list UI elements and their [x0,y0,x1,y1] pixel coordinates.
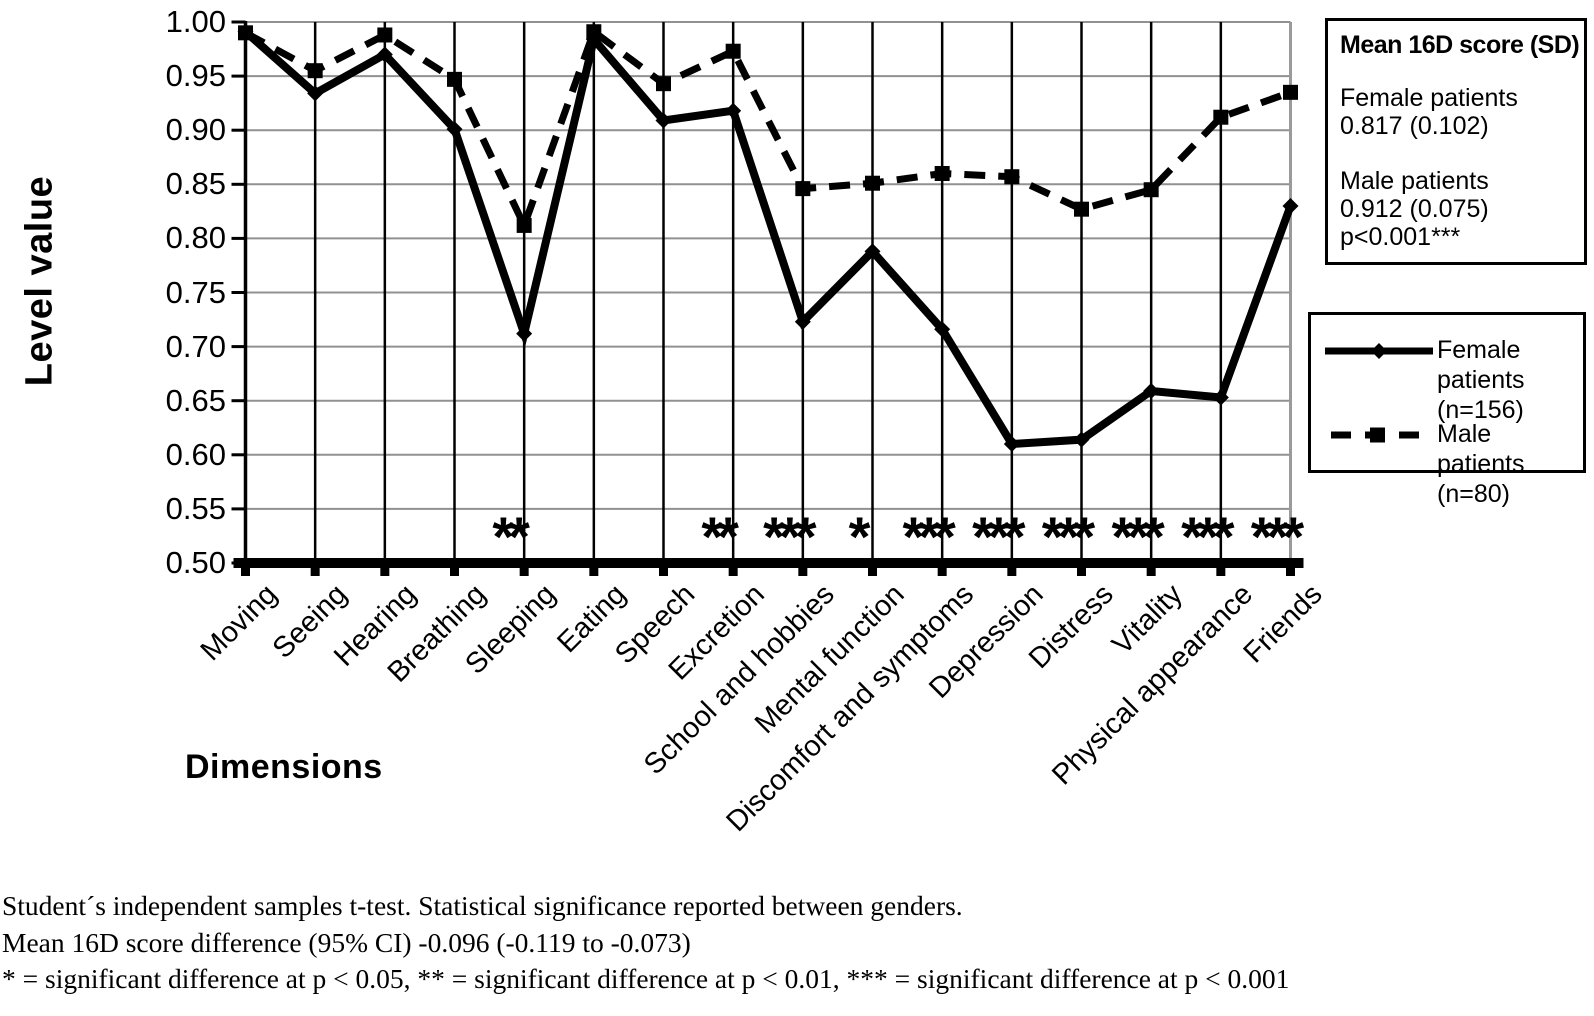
significance-marker: *** [1042,505,1096,568]
female-marker [1143,382,1160,399]
info-female-value: 0.817 (0.102) [1340,112,1489,140]
x-tick [380,568,390,576]
y-tick-label: 0.50 [165,545,226,580]
female-series [237,23,1299,452]
footnote-2: Mean 16D score difference (95% CI) -0.09… [2,926,691,958]
x-axis [233,558,1304,576]
female-marker [585,31,602,48]
x-tick [798,568,808,576]
male-marker [725,43,741,59]
female-marker [794,313,811,330]
male-marker [516,217,532,233]
male-marker [307,63,323,79]
male-marker [1213,109,1229,125]
x-tick [589,568,599,576]
x-tick [1007,568,1017,576]
significance-marker: *** [1181,505,1235,568]
x-tick [868,568,877,576]
female-marker [1073,431,1090,448]
x-tick [1146,568,1156,576]
legend-male-n: (n=80) [1437,480,1510,508]
y-tick-label: 0.85 [165,166,226,202]
info-p-value: p<0.001*** [1340,223,1461,251]
male-marker [1283,84,1298,100]
female-marker [516,325,533,342]
legend-female-label: Female patients [1437,336,1525,394]
significance-marker: *** [1251,505,1305,568]
info-male-label: Male patients [1340,167,1489,195]
male-marker [656,76,671,92]
male-marker [1143,182,1159,198]
stats-info-box: Mean 16D score (SD) Female patients 0.81… [1325,18,1587,265]
male-marker [1074,201,1089,217]
x-tick [241,568,250,576]
legend-item-female: Female patients (n=156) [1323,335,1583,425]
significance-marker: *** [1111,505,1165,568]
y-tick-label: 0.80 [165,220,226,256]
x-tick [1286,568,1295,576]
x-tick [1216,568,1226,576]
x-tick [659,568,668,576]
y-tick-label: 0.60 [165,436,226,472]
x-tick [937,568,947,576]
y-tick-label: 1.00 [165,4,226,39]
female-marker [864,243,881,260]
legend-female-line-sample [1325,343,1433,359]
horizontal-gridlines [245,21,1291,564]
significance-marker: *** [972,505,1026,568]
x-tick [310,568,320,576]
legend-item-male: Male patients (n=80) [1323,419,1583,509]
female-marker [376,46,393,63]
y-tick-label: 0.55 [165,490,226,526]
y-tick-label: 0.95 [165,58,226,94]
female-marker [1282,197,1299,214]
significance-marker: *** [763,505,817,568]
footnote-3: * = significant difference at p < 0.05, … [2,963,1290,994]
female-marker [725,102,742,119]
x-tick [519,568,529,576]
y-tick-label: 0.70 [165,328,226,364]
female-marker [307,85,324,102]
legend-male-label: Male patients [1437,420,1525,478]
female-marker [1003,435,1020,452]
female-marker [237,23,254,40]
y-axis [231,20,248,565]
x-axis-title: Dimensions [185,748,383,786]
info-female-label: Female patients [1340,84,1518,112]
female-marker [934,321,951,338]
legend-male-line-sample [1325,427,1433,443]
female-marker [446,121,463,138]
y-tick-label: 0.90 [165,112,226,148]
female-marker [1212,389,1229,406]
male-marker [795,181,811,197]
info-box-title: Mean 16D score (SD) [1340,31,1580,59]
x-tick [450,568,459,576]
footnotes: Student´s independent samples t-test. St… [2,888,1289,998]
info-male-value: 0.912 (0.075) [1340,195,1489,223]
male-marker [865,175,880,191]
male-marker [934,165,950,181]
male-series [238,24,1298,235]
footnote-1: Student´s independent samples t-test. St… [2,890,963,921]
x-tick [728,568,738,576]
legend-female-n: (n=156) [1437,396,1524,424]
male-marker [377,27,393,43]
x-tick [1077,568,1086,576]
male-marker [1004,169,1020,185]
legend: Female patients (n=156) Male patients (n… [1308,312,1586,508]
male-marker [447,71,462,87]
female-marker [655,112,672,129]
significance-marker: *** [902,505,956,568]
y-tick-label: 0.65 [165,382,226,418]
y-tick-label: 0.75 [165,274,226,310]
